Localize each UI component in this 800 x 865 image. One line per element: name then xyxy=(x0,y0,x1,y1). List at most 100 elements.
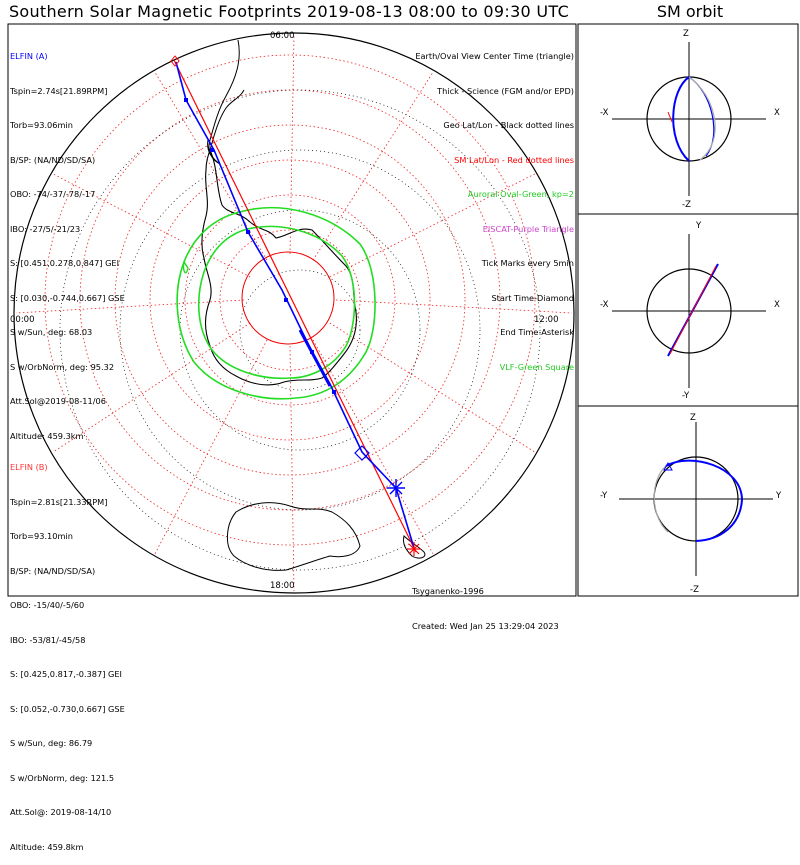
elfin-b-line: OBO: -15/40/-5/60 xyxy=(10,600,85,610)
sm-panel-xy: Y -Y -X X xyxy=(600,221,780,401)
map-boundary xyxy=(13,32,575,594)
panel1-top: Z xyxy=(683,29,689,39)
elfin-a-ticks xyxy=(184,98,336,394)
legend-item: Start Time-Diamond xyxy=(491,292,574,303)
sm-lon-line xyxy=(53,322,251,453)
elfin-a-line: S: [0.451,0.278,0.847] GEI xyxy=(10,258,120,268)
map-frame xyxy=(7,23,577,597)
elfin-b-line: B/SP: (NA/ND/SD/SA) xyxy=(10,565,96,576)
credits: Tsyganenko-1996 Created: Wed Jan 25 13:2… xyxy=(412,563,559,644)
panel2-bottom: -Y xyxy=(682,391,690,401)
elfin-a-line: S w/OrbNorm, deg: 95.32 xyxy=(10,361,115,372)
elfin-a-line: Tspin=2.74s[21.89RPM] xyxy=(10,85,108,96)
clock-label-bottom: 18:00 xyxy=(270,581,295,591)
panel3-top: Z xyxy=(690,413,696,423)
auroral-oval-outer xyxy=(176,206,376,400)
panel2-left: -X xyxy=(600,300,609,310)
elfin-a-info: ELFIN (A) Tspin=2.74s[21.89RPM] Torb=93.… xyxy=(10,28,125,454)
australia-coastline xyxy=(227,502,361,571)
sm-lon-line xyxy=(289,345,295,592)
elfin-a-line: B/SP: (NA/ND/SD/SA) xyxy=(10,154,96,165)
elfin-b-info: ELFIN (B) Tspin=2.81s[21.33RPM] Torb=93.… xyxy=(10,439,125,865)
sm-lon-line xyxy=(289,34,295,255)
elfin-a-line: Altitude: 459.3km xyxy=(10,430,84,441)
sm-lon-line xyxy=(154,339,268,554)
polar-map: 06:00 00:00 12:00 18:00 xyxy=(10,31,575,594)
geo-lat-circle xyxy=(59,89,541,571)
geo-lat-circle xyxy=(119,149,481,511)
elfin-a-line: IBO: -27/5/-21/23 xyxy=(10,223,81,234)
orbit-a-3 xyxy=(665,459,744,542)
sm-lon-line xyxy=(154,72,268,261)
sm-lon-line xyxy=(312,72,434,261)
antarctic-peninsula xyxy=(209,89,245,151)
panel1-bottom: -Z xyxy=(682,200,691,210)
sm-panel-xz: Z -Z -X X xyxy=(600,29,780,210)
sm-grid xyxy=(15,34,573,592)
elfin-a-line: Torb=93.06min xyxy=(10,120,73,130)
elfin-b-track xyxy=(173,59,417,553)
orbit-b-2 xyxy=(669,265,717,355)
panel2-top: Y xyxy=(695,221,702,231)
elfin-b-line: Altitude: 459.8km xyxy=(10,841,84,852)
sm-lat-circle xyxy=(114,124,466,476)
antarctica-coastline xyxy=(201,148,357,386)
sm-orbit-title: SM orbit xyxy=(656,2,724,21)
credit-created: Created: Wed Jan 25 13:29:04 2023 xyxy=(412,620,559,631)
elfin-a-line: OBO: -74/-37/-78/-17 xyxy=(10,189,96,199)
elfin-b-line: Torb=93.10min xyxy=(10,531,73,541)
elfin-a-end-asterisk xyxy=(387,479,405,497)
sm-lon-line xyxy=(53,173,251,278)
sm-pole-circle xyxy=(241,251,335,345)
elfin-b-line: S w/OrbNorm, deg: 121.5 xyxy=(10,772,115,783)
elfin-a-name: ELFIN (A) xyxy=(10,51,48,61)
sm-lat-circle xyxy=(44,54,536,546)
legend-item: SM Lat/Lon - Red dotted lines xyxy=(454,154,574,165)
plot-title: Southern Solar Magnetic Footprints 2019-… xyxy=(8,2,570,21)
panel3-bottom: -Z xyxy=(690,585,699,595)
elfin-a-line: S w/Sun, deg: 68.03 xyxy=(10,327,93,337)
legend-item: Tick Marks every 5min xyxy=(481,258,574,268)
elfin-a-tick xyxy=(246,230,250,234)
elfin-a-track xyxy=(175,61,415,549)
panel3-left: -Y xyxy=(600,491,608,501)
geo-lat-circle xyxy=(239,269,361,391)
panel2-right: X xyxy=(774,300,780,310)
elfin-a-tick xyxy=(310,350,314,354)
clock-label-right: 12:00 xyxy=(534,315,559,325)
south-america-coastline xyxy=(207,39,240,165)
elfin-b-line: S w/Sun, deg: 86.79 xyxy=(10,738,93,748)
orbit-b-3 xyxy=(653,465,669,533)
elfin-b-line: S: [0.425,0.817,-0.387] GEI xyxy=(10,669,122,679)
orbit-a-1 xyxy=(672,76,690,162)
panel3-right: Y xyxy=(775,491,782,501)
elfin-a-tick xyxy=(184,98,188,102)
legend: Earth/Oval View Center Time (triangle) T… xyxy=(415,28,574,385)
sm-panel-yz: Z -Z -Y Y xyxy=(600,413,782,595)
orbit-b-1-red xyxy=(667,111,673,123)
elfin-b-end-asterisk xyxy=(407,542,421,556)
elfin-b-line: Tspin=2.81s[21.33RPM] xyxy=(10,496,108,507)
legend-item: VLF-Green Square xyxy=(499,361,574,372)
figure-canvas: 06:00 00:00 12:00 18:00 Z -Z -X X Y -Y -… xyxy=(7,23,799,597)
elfin-a-line: S: [0.030,-0.744,0.667] GSE xyxy=(10,292,125,303)
sm-frame xyxy=(577,23,799,597)
eiscat-triangle-3 xyxy=(663,461,673,471)
elfin-a-track-thick xyxy=(298,329,332,387)
elfin-b-line: S: [0.052,-0.730,0.667] GSE xyxy=(10,703,125,714)
legend-item: Earth/Oval View Center Time (triangle) xyxy=(415,51,574,61)
clock-label-top: 06:00 xyxy=(270,31,295,41)
elfin-a-tick xyxy=(284,298,288,302)
sm-lat-circle xyxy=(149,159,431,441)
sm-lat-circle xyxy=(219,229,361,371)
legend-item: Thick - Science (FGM and/or EPD) xyxy=(437,85,574,96)
legend-item: EISCAT-Purple Triangle xyxy=(482,223,574,234)
legend-item: Auroral Oval-Green, kp=2 xyxy=(467,189,574,199)
elfin-a-start-diamond xyxy=(354,445,370,461)
elfin-b-start-diamond xyxy=(170,55,180,67)
sm-lat-circle xyxy=(184,194,396,406)
auroral-oval-boundary-left xyxy=(182,260,189,274)
panel1-left: -X xyxy=(600,108,609,118)
elfin-b-name: ELFIN (B) xyxy=(10,462,48,472)
elfin-a-line: Att.Sol@2019-08-11/06 xyxy=(10,396,106,406)
